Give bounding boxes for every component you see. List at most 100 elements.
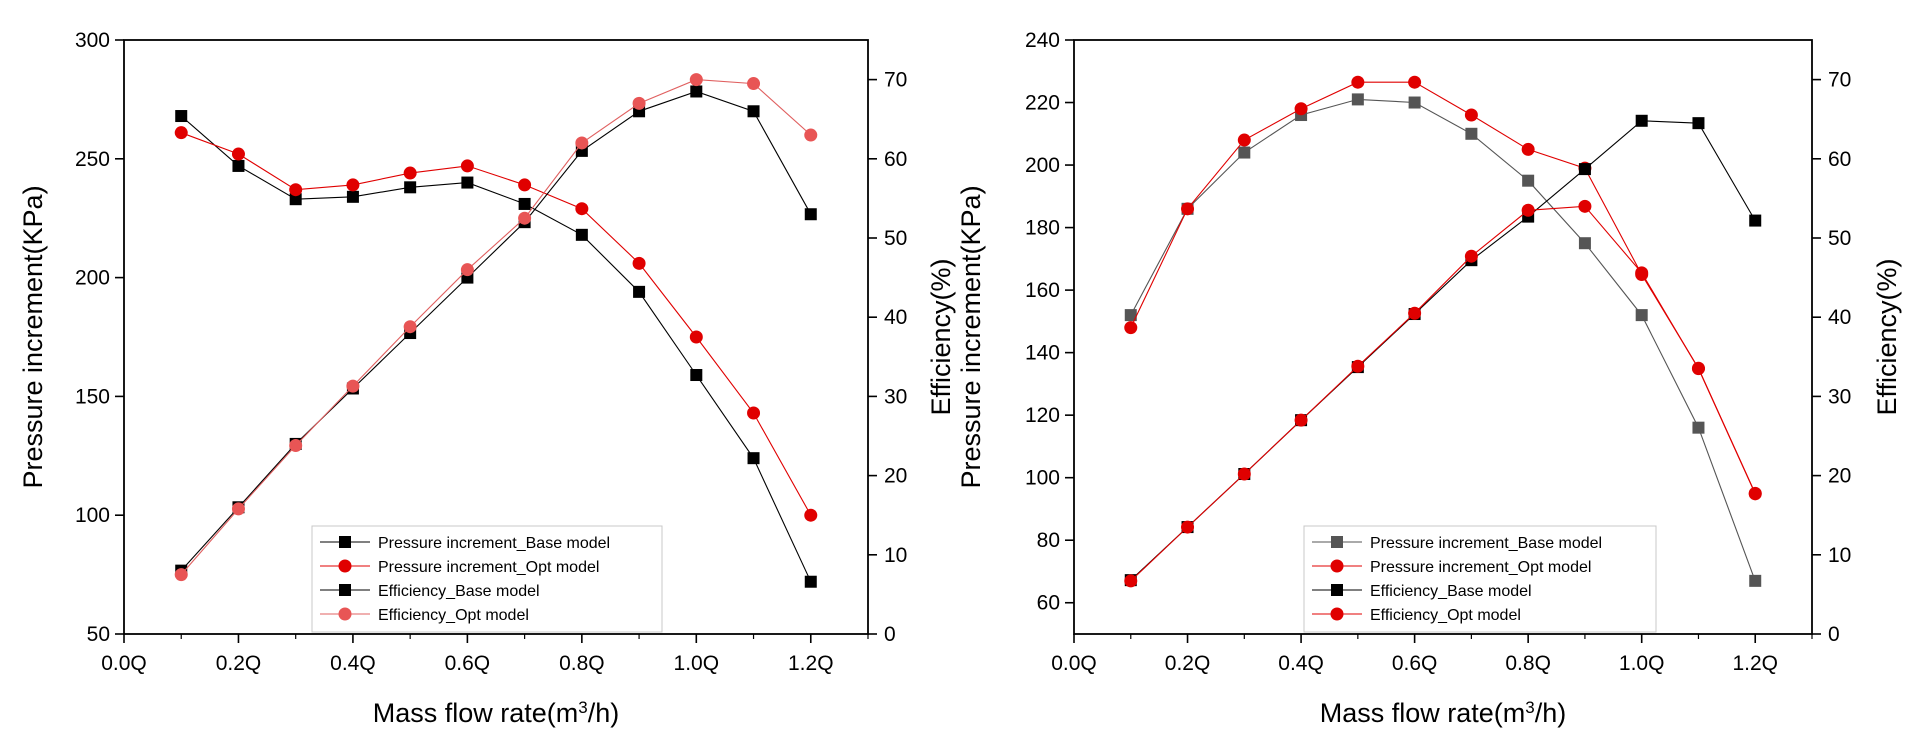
y-left-tick-label: 100 bbox=[75, 504, 110, 527]
legend-marker bbox=[1331, 536, 1343, 548]
data-point bbox=[689, 73, 703, 87]
data-point bbox=[1578, 237, 1591, 250]
y-left-tick-label: 200 bbox=[75, 267, 110, 290]
data-point bbox=[1635, 266, 1649, 280]
data-point bbox=[1578, 199, 1592, 213]
data-point bbox=[1465, 127, 1478, 140]
legend-marker bbox=[1330, 607, 1344, 621]
legend-marker bbox=[338, 607, 352, 621]
data-point bbox=[1124, 321, 1138, 335]
y-left-axis-label: Pressure increment(KPa) bbox=[18, 185, 48, 488]
data-point bbox=[461, 176, 474, 189]
data-point bbox=[804, 575, 817, 588]
y-left-tick-label: 140 bbox=[1025, 342, 1060, 365]
data-point bbox=[804, 208, 817, 221]
series-line bbox=[180, 115, 812, 582]
y-left-tick-label: 180 bbox=[1025, 217, 1060, 240]
y-left-tick-label: 50 bbox=[87, 623, 110, 646]
data-point bbox=[231, 147, 245, 161]
y-right-tick-label: 50 bbox=[1828, 227, 1851, 250]
series-line bbox=[180, 90, 812, 571]
data-point bbox=[289, 193, 302, 206]
y-left-tick-label: 120 bbox=[1025, 404, 1060, 427]
y-right-tick-label: 0 bbox=[884, 623, 896, 646]
data-point bbox=[232, 159, 245, 172]
y-right-tick-label: 70 bbox=[884, 69, 907, 92]
data-point bbox=[403, 166, 417, 180]
x-tick-label: 0.4Q bbox=[330, 652, 376, 675]
data-point bbox=[460, 159, 474, 173]
data-point bbox=[1691, 362, 1705, 376]
data-point bbox=[1351, 75, 1365, 89]
data-point bbox=[690, 369, 703, 382]
legend-label: Efficiency_Opt model bbox=[378, 607, 529, 624]
y-left-tick-label: 250 bbox=[75, 148, 110, 171]
x-tick-label: 1.0Q bbox=[1619, 652, 1665, 675]
y-right-axis-label: Efficiency(%) bbox=[926, 258, 956, 415]
data-point bbox=[575, 136, 589, 150]
data-point bbox=[1692, 117, 1705, 130]
y-right-tick-label: 20 bbox=[1828, 465, 1851, 488]
data-point bbox=[1351, 359, 1365, 373]
legend: Pressure increment_Base model Pressure in… bbox=[1303, 525, 1657, 633]
data-point bbox=[1749, 214, 1762, 227]
data-point bbox=[1294, 413, 1308, 427]
data-point bbox=[1351, 93, 1364, 106]
y-left-tick-label: 60 bbox=[1037, 592, 1060, 615]
data-point bbox=[1238, 146, 1251, 159]
y-left-tick-label: 150 bbox=[75, 385, 110, 408]
data-point bbox=[689, 330, 703, 344]
y-right-tick-label: 60 bbox=[884, 148, 907, 171]
y-right-tick-label: 50 bbox=[884, 227, 907, 250]
x-tick-label: 0.0Q bbox=[1051, 652, 1097, 675]
y-right-tick-label: 60 bbox=[1828, 148, 1851, 171]
y-left-tick-label: 80 bbox=[1037, 529, 1060, 552]
x-tick-label: 0.2Q bbox=[1165, 652, 1211, 675]
x-axis-label: Mass flow rate(m3/h) bbox=[1320, 698, 1567, 729]
data-point bbox=[1408, 96, 1421, 109]
data-point bbox=[1294, 102, 1308, 116]
series-line bbox=[1130, 205, 1756, 582]
legend-label: Pressure increment_Opt model bbox=[1370, 559, 1591, 576]
legend-marker bbox=[1330, 559, 1344, 573]
data-point bbox=[633, 285, 646, 298]
data-point bbox=[346, 190, 359, 203]
legend-label: Efficiency_Base model bbox=[1370, 583, 1532, 600]
x-tick-label: 0.4Q bbox=[1278, 652, 1324, 675]
series-3 bbox=[1124, 199, 1762, 588]
series-1 bbox=[174, 126, 818, 522]
legend-marker bbox=[339, 536, 351, 548]
right-chart: 0.0Q 0.2Q 0.4Q 0.6Q 0.8Q 1.0Q 1.2Q608010012014… bbox=[956, 29, 1902, 728]
y-left-tick-label: 160 bbox=[1025, 279, 1060, 302]
data-point bbox=[1408, 306, 1422, 320]
data-point bbox=[1237, 133, 1251, 147]
series-0 bbox=[175, 110, 817, 588]
y-left-tick-label: 220 bbox=[1025, 92, 1060, 115]
y-right-tick-label: 10 bbox=[1828, 544, 1851, 567]
x-tick-label: 1.2Q bbox=[1732, 652, 1778, 675]
plot-frame bbox=[123, 39, 869, 635]
legend-marker bbox=[1331, 584, 1343, 596]
data-point bbox=[346, 379, 360, 393]
y-right-tick-label: 70 bbox=[1828, 69, 1851, 92]
data-point bbox=[289, 183, 303, 197]
data-point bbox=[575, 202, 589, 216]
data-point bbox=[518, 211, 532, 225]
x-axis-label-sup: 3 bbox=[1525, 698, 1534, 717]
data-point bbox=[1635, 114, 1648, 127]
plot-frame bbox=[1073, 39, 1813, 635]
legend-label: Efficiency_Opt model bbox=[1370, 607, 1521, 624]
data-point bbox=[346, 178, 360, 192]
data-point bbox=[518, 178, 532, 192]
series-line bbox=[1130, 98, 1756, 582]
y-right-axis-label: Efficiency(%) bbox=[1872, 258, 1902, 415]
y-left-tick-label: 100 bbox=[1025, 467, 1060, 490]
data-point bbox=[518, 197, 531, 210]
y-right-tick-label: 40 bbox=[884, 306, 907, 329]
x-axis-label-tail: /h) bbox=[1535, 698, 1567, 728]
data-point bbox=[1408, 75, 1422, 89]
data-point bbox=[1181, 202, 1195, 216]
data-point bbox=[1181, 520, 1195, 534]
y-right-tick-label: 40 bbox=[1828, 306, 1851, 329]
